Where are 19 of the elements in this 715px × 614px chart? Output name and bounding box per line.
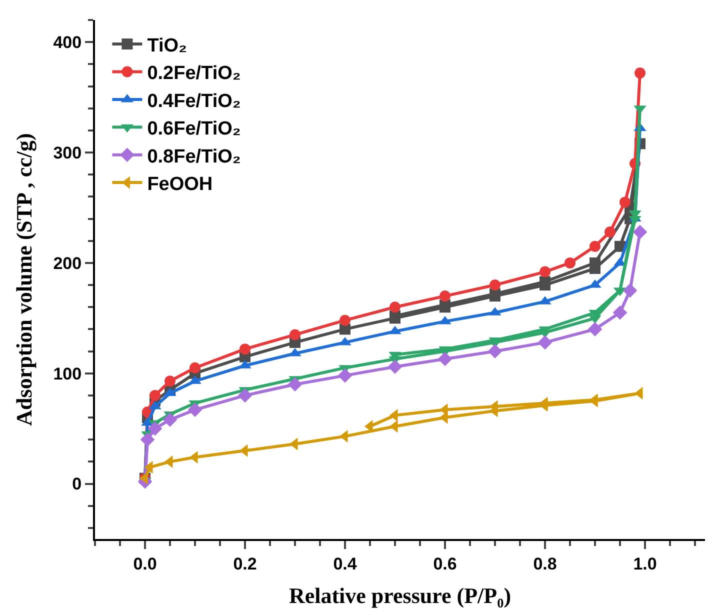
x-tick-label: 0.4 [333, 554, 358, 574]
x-tick-label: 0.0 [133, 554, 157, 574]
y-tick-label: 400 [53, 33, 82, 52]
x-tick-label: 1.0 [633, 554, 657, 574]
legend-label: 0.2Fe/TiO₂ [147, 63, 241, 84]
y-axis-title: Adsorption volume (STP , cc/g) [12, 133, 37, 426]
x-tick-label: 0.2 [233, 554, 257, 574]
legend-label: FeOOH [147, 174, 213, 195]
y-tick-label: 200 [53, 254, 82, 273]
y-tick-label: 100 [53, 364, 82, 384]
x-axis-title: Relative pressure (P/P₀) [288, 582, 512, 608]
legend-label: 0.8Fe/TiO₂ [147, 146, 241, 168]
x-tick-label: 0.6 [433, 554, 457, 574]
y-tick-label: 0 [72, 474, 82, 494]
legend-label: 0.6Fe/TiO₂ [147, 118, 241, 140]
legend-label: 0.4Fe/TiO₂ [147, 90, 241, 112]
legend-label: TiO₂ [147, 35, 187, 56]
y-tick-label: 300 [53, 143, 82, 162]
x-tick-label: 0.8 [533, 554, 557, 574]
